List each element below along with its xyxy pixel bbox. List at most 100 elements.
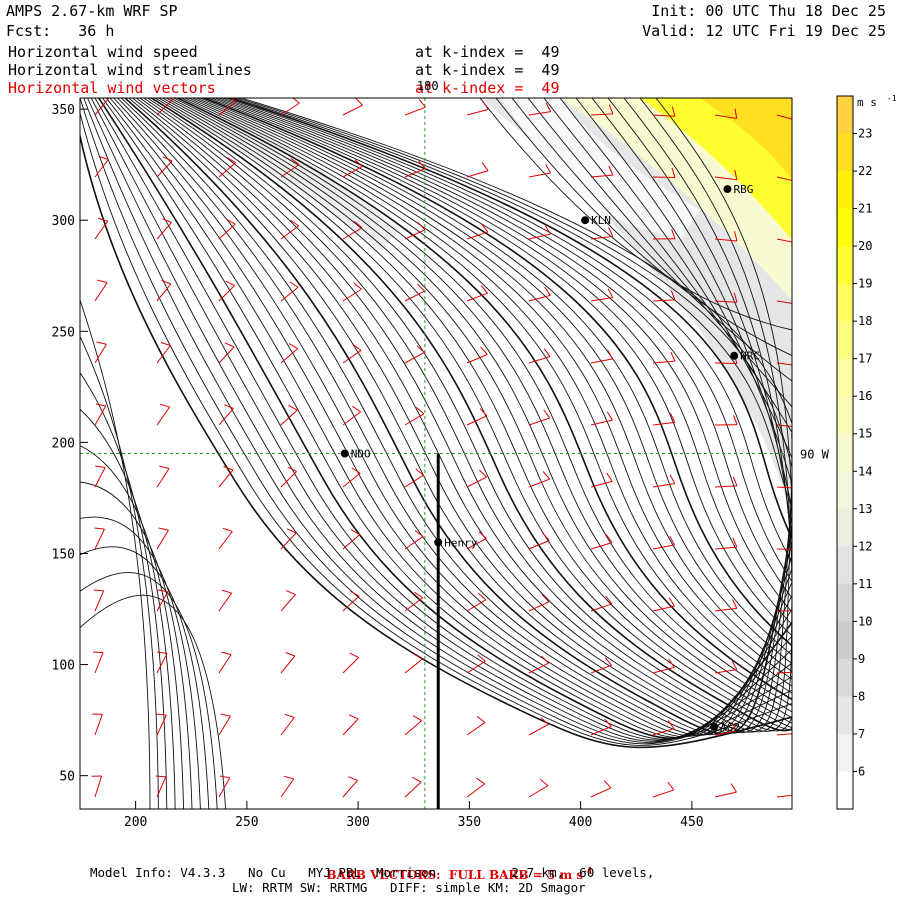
wind-barb bbox=[714, 537, 738, 550]
colorbar-label: 19 bbox=[858, 277, 872, 291]
wind-barb bbox=[714, 783, 737, 798]
streamline bbox=[124, 98, 792, 735]
wind-barb bbox=[652, 474, 676, 488]
streamline bbox=[559, 98, 792, 459]
barb-flag bbox=[796, 479, 799, 489]
barb-flag bbox=[415, 468, 424, 476]
wind-barb bbox=[714, 721, 738, 736]
barb-flag bbox=[479, 469, 487, 478]
barb-shaft bbox=[280, 348, 299, 364]
barb-flag bbox=[160, 341, 171, 346]
barb-shaft bbox=[714, 238, 737, 242]
barb-flag bbox=[288, 404, 298, 411]
barb-flag bbox=[413, 653, 423, 660]
wind-barb bbox=[776, 114, 792, 120]
barb-flag bbox=[414, 591, 423, 599]
barb-note: BARB VECTORS: FULL BARB = 5 m s-1 bbox=[318, 851, 593, 882]
barb-flag bbox=[730, 783, 737, 793]
barb-flag bbox=[221, 589, 232, 594]
barb-flag bbox=[795, 724, 799, 733]
streamline bbox=[188, 98, 792, 680]
parallel-label: 90 W bbox=[800, 448, 830, 462]
barb-shaft bbox=[156, 160, 173, 178]
barb-flag bbox=[797, 233, 798, 243]
barb-flag bbox=[732, 476, 738, 487]
colorbar-swatch bbox=[837, 321, 853, 360]
barb-flag bbox=[797, 417, 799, 427]
wind-barb bbox=[280, 219, 299, 240]
colorbar-label: 7 bbox=[858, 727, 865, 741]
barb-flag bbox=[543, 409, 551, 419]
barb-shaft bbox=[404, 536, 424, 550]
barb-flag bbox=[669, 474, 676, 484]
barb-shaft bbox=[466, 783, 485, 798]
wind-barb bbox=[156, 527, 169, 550]
wind-barb bbox=[652, 290, 676, 302]
barb-flag bbox=[608, 227, 614, 237]
barb-flag bbox=[539, 778, 549, 787]
init-time: Init: 00 UTC Thu 18 Dec 25 bbox=[651, 2, 886, 20]
barb-flag bbox=[288, 343, 298, 350]
barb-shaft bbox=[218, 469, 234, 488]
colorbar-label: 10 bbox=[858, 614, 872, 628]
barb-shaft bbox=[94, 282, 108, 302]
barb-flag bbox=[541, 655, 549, 664]
wind-barb bbox=[94, 279, 108, 302]
barb-flag bbox=[607, 288, 614, 298]
barb-flag bbox=[669, 535, 676, 546]
barb-shaft bbox=[280, 225, 299, 240]
barb-shaft bbox=[156, 468, 170, 488]
wind-barb bbox=[528, 532, 550, 550]
streamline bbox=[177, 98, 792, 701]
barb-shaft bbox=[94, 652, 104, 674]
barb-flag bbox=[222, 527, 233, 532]
colorbar-label: 8 bbox=[858, 689, 865, 703]
wind-barb bbox=[776, 671, 792, 674]
wind-barb bbox=[466, 777, 485, 798]
barb-shaft bbox=[94, 775, 103, 798]
barb-shaft bbox=[156, 653, 168, 674]
streamline bbox=[90, 98, 792, 741]
streamline bbox=[150, 98, 792, 732]
wind-barb bbox=[342, 776, 358, 798]
barb-flag bbox=[162, 218, 172, 223]
barb-flag bbox=[348, 776, 358, 781]
colorbar-swatch bbox=[837, 771, 853, 810]
barb-flag bbox=[97, 279, 108, 284]
barb-shaft bbox=[466, 354, 488, 364]
colorbar-swatch bbox=[837, 396, 853, 435]
barb-shaft bbox=[94, 405, 107, 426]
wind-barb bbox=[94, 217, 109, 240]
streamline bbox=[184, 98, 792, 687]
barb-shaft bbox=[94, 467, 106, 488]
barb-flag bbox=[412, 715, 422, 722]
barb-flag bbox=[545, 102, 552, 112]
streamline bbox=[143, 98, 792, 732]
wind-barb bbox=[280, 775, 295, 798]
barb-flag bbox=[418, 160, 426, 169]
barb-shaft bbox=[466, 722, 486, 736]
barb-flag bbox=[667, 781, 675, 791]
wind-barb bbox=[714, 415, 738, 426]
colorbar-swatch bbox=[837, 133, 853, 172]
barb-shaft bbox=[218, 715, 231, 736]
field-level-vectors: at k-index = 49 bbox=[415, 79, 560, 97]
barb-shaft bbox=[218, 531, 233, 550]
wind-barb bbox=[342, 467, 361, 488]
streamline bbox=[80, 111, 792, 746]
station-marker bbox=[581, 216, 590, 225]
wind-barb bbox=[280, 528, 297, 550]
wind-barb bbox=[466, 100, 489, 116]
barb-flag bbox=[731, 721, 738, 732]
barb-flag bbox=[796, 601, 799, 610]
barb-shaft bbox=[714, 546, 737, 550]
x-tick-label: 200 bbox=[124, 815, 147, 830]
barb-shaft bbox=[590, 174, 613, 178]
wind-barb bbox=[218, 713, 231, 736]
streamlines bbox=[80, 98, 792, 809]
barb-shaft bbox=[404, 597, 423, 612]
station-label: NDO bbox=[351, 448, 371, 461]
wind-barb bbox=[218, 280, 235, 302]
barb-shaft bbox=[466, 476, 487, 488]
barb-shaft bbox=[590, 235, 613, 240]
